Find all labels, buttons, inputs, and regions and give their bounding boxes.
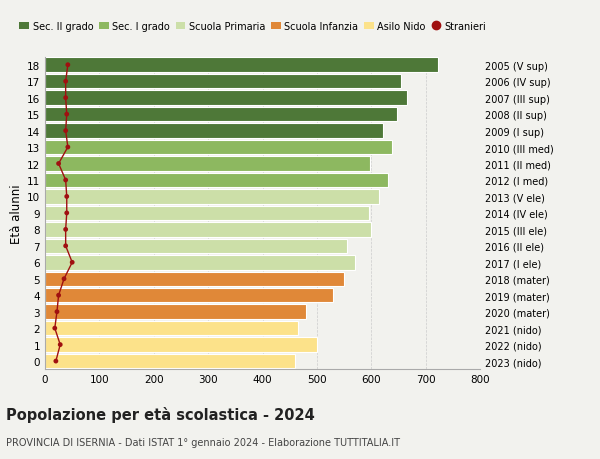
Point — [52, 308, 62, 316]
Bar — [45, 256, 355, 270]
Point — [54, 292, 64, 299]
Point — [62, 193, 71, 201]
Bar — [45, 272, 344, 286]
Point — [62, 210, 71, 217]
Bar — [45, 239, 347, 253]
Bar — [45, 157, 370, 171]
Point — [51, 358, 61, 365]
Bar — [45, 190, 379, 204]
Bar — [45, 354, 295, 369]
Bar — [45, 124, 383, 139]
Bar — [45, 223, 371, 237]
Point — [54, 161, 64, 168]
Point — [67, 259, 77, 266]
Bar — [45, 108, 397, 122]
Text: Popolazione per età scolastica - 2024: Popolazione per età scolastica - 2024 — [6, 406, 315, 422]
Point — [63, 144, 73, 151]
Point — [50, 325, 59, 332]
Text: PROVINCIA DI ISERNIA - Dati ISTAT 1° gennaio 2024 - Elaborazione TUTTITALIA.IT: PROVINCIA DI ISERNIA - Dati ISTAT 1° gen… — [6, 437, 400, 447]
Point — [55, 341, 65, 348]
Bar — [45, 305, 306, 319]
Point — [61, 177, 70, 184]
Point — [61, 95, 70, 102]
Legend: Sec. II grado, Sec. I grado, Scuola Primaria, Scuola Infanzia, Asilo Nido, Stran: Sec. II grado, Sec. I grado, Scuola Prim… — [19, 22, 486, 32]
Bar — [45, 91, 407, 106]
Bar — [45, 174, 388, 188]
Bar — [45, 140, 392, 155]
Bar — [45, 206, 368, 221]
Bar — [45, 321, 298, 336]
Bar — [45, 288, 333, 303]
Point — [61, 128, 70, 135]
Point — [61, 243, 70, 250]
Point — [61, 226, 70, 234]
Bar — [45, 338, 317, 352]
Point — [59, 275, 69, 283]
Point — [63, 62, 73, 69]
Point — [61, 78, 70, 86]
Bar — [45, 75, 401, 89]
Point — [62, 111, 71, 118]
Bar — [45, 58, 437, 73]
Y-axis label: Età alunni: Età alunni — [10, 184, 23, 243]
